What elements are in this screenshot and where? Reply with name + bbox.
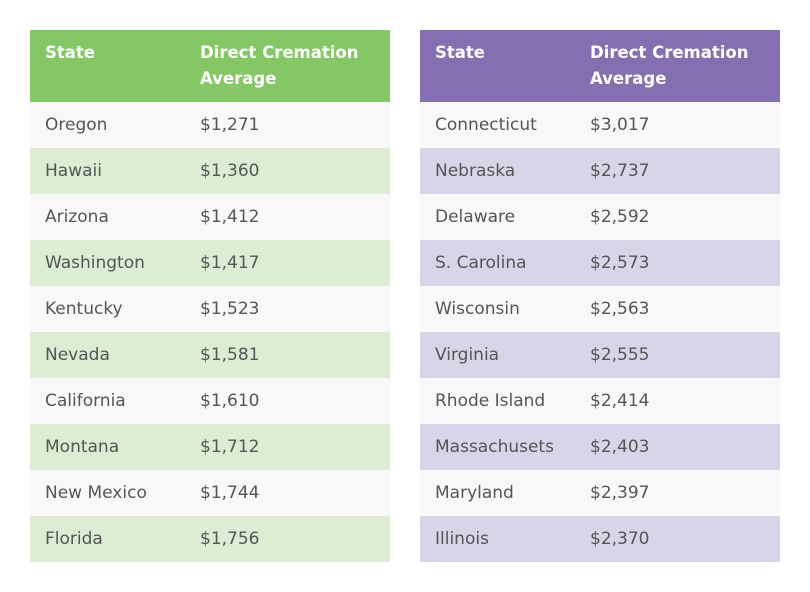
state-cell: Wisconsin — [435, 299, 520, 319]
price-cell: $2,563 — [590, 299, 650, 319]
state-cell: Maryland — [435, 483, 514, 503]
table-row: Massachusets $2,403 — [420, 424, 780, 470]
table-row: Hawaii $1,360 — [30, 148, 390, 194]
table-row: S. Carolina $2,573 — [420, 240, 780, 286]
price-cell: $2,370 — [590, 529, 650, 549]
table-row: Kentucky $1,523 — [30, 286, 390, 332]
price-cell: $2,737 — [590, 161, 650, 181]
table-header: State Direct Cremation Average — [420, 30, 780, 102]
state-cell: New Mexico — [45, 483, 147, 503]
state-column-header: State — [45, 43, 95, 62]
price-cell: $1,712 — [200, 437, 260, 457]
price-cell: $2,573 — [590, 253, 650, 273]
price-cell: $1,417 — [200, 253, 260, 273]
highest-cost-states-table: State Direct Cremation Average Connectic… — [420, 30, 780, 562]
state-cell: Rhode Island — [435, 391, 546, 411]
price-cell: $2,403 — [590, 437, 650, 457]
state-cell: Kentucky — [45, 299, 123, 319]
state-cell: Montana — [45, 437, 120, 457]
state-cell: S. Carolina — [435, 253, 527, 273]
table-row: Montana $1,712 — [30, 424, 390, 470]
table-row: Virginia $2,555 — [420, 332, 780, 378]
table-header: State Direct Cremation Average — [30, 30, 390, 102]
price-column-header: Direct Cremation Average — [200, 43, 359, 88]
price-cell: $2,592 — [590, 207, 650, 227]
table-row: Delaware $2,592 — [420, 194, 780, 240]
state-cell: Massachusets — [435, 437, 554, 457]
state-cell: Virginia — [435, 345, 500, 365]
state-column-header: State — [435, 43, 485, 62]
table-row: Florida $1,756 — [30, 516, 390, 562]
price-cell: $1,523 — [200, 299, 260, 319]
price-cell: $1,756 — [200, 529, 260, 549]
price-cell: $2,397 — [590, 483, 650, 503]
price-cell: $1,581 — [200, 345, 260, 365]
table-row: Washington $1,417 — [30, 240, 390, 286]
table-row: Wisconsin $2,563 — [420, 286, 780, 332]
price-cell: $3,017 — [590, 115, 650, 135]
table-row: Nebraska $2,737 — [420, 148, 780, 194]
state-cell: California — [45, 391, 126, 411]
table-row: Nevada $1,581 — [30, 332, 390, 378]
table-row: California $1,610 — [30, 378, 390, 424]
price-cell: $2,555 — [590, 345, 650, 365]
state-cell: Oregon — [45, 115, 108, 135]
price-cell: $1,412 — [200, 207, 260, 227]
price-cell: $2,414 — [590, 391, 650, 411]
lowest-cost-states-table: State Direct Cremation Average Oregon $1,… — [30, 30, 390, 562]
table-row: Connecticut $3,017 — [420, 102, 780, 148]
table-row: Oregon $1,271 — [30, 102, 390, 148]
table-row: New Mexico $1,744 — [30, 470, 390, 516]
state-cell: Illinois — [435, 529, 489, 549]
price-cell: $1,610 — [200, 391, 260, 411]
table-row: Illinois $2,370 — [420, 516, 780, 562]
price-column-header: Direct Cremation Average — [590, 43, 749, 88]
state-cell: Nebraska — [435, 161, 516, 181]
price-cell: $1,360 — [200, 161, 260, 181]
state-cell: Nevada — [45, 345, 110, 365]
state-cell: Delaware — [435, 207, 516, 227]
state-cell: Washington — [45, 253, 145, 273]
state-cell: Florida — [45, 529, 103, 549]
price-cell: $1,271 — [200, 115, 260, 135]
state-cell: Arizona — [45, 207, 109, 227]
table-row: Arizona $1,412 — [30, 194, 390, 240]
state-cell: Connecticut — [435, 115, 537, 135]
state-cell: Hawaii — [45, 161, 102, 181]
table-row: Rhode Island $2,414 — [420, 378, 780, 424]
price-cell: $1,744 — [200, 483, 260, 503]
table-row: Maryland $2,397 — [420, 470, 780, 516]
